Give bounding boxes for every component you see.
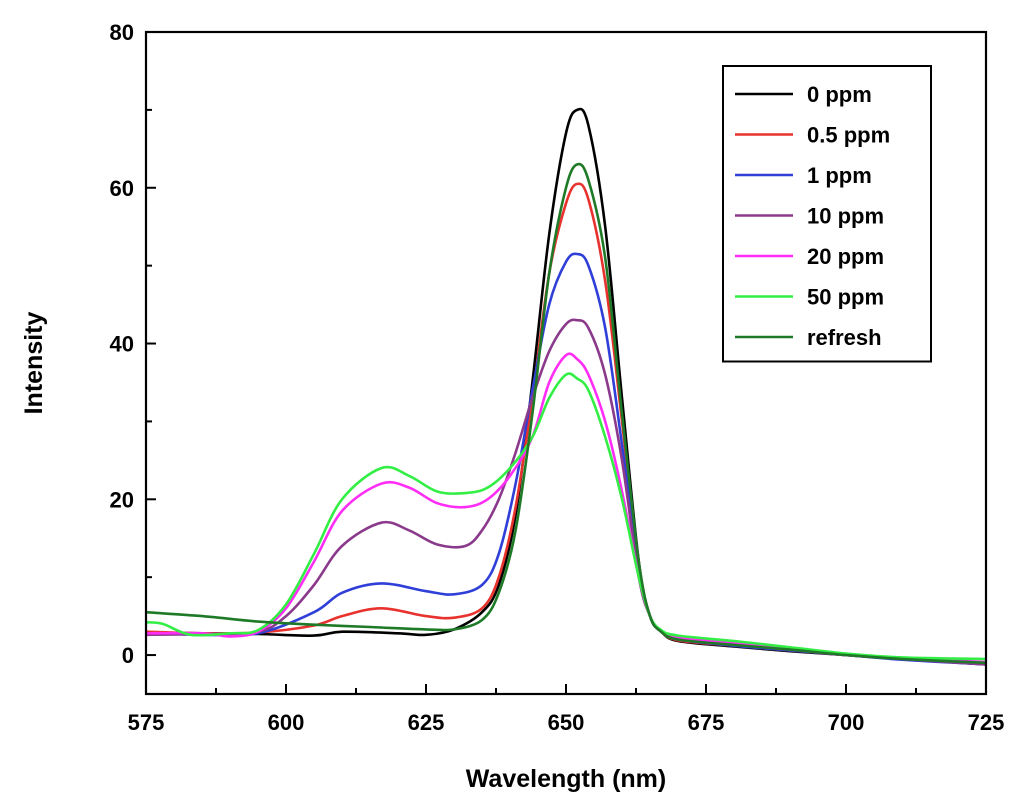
y-tick-label: 20 [110, 487, 134, 512]
y-tick-label: 40 [110, 332, 134, 357]
tick-labels: 575 600 625 650 675 700 725 0 20 40 60 80 [110, 20, 1005, 735]
x-tick-label: 675 [688, 710, 725, 735]
x-tick-label: 600 [268, 710, 305, 735]
legend-label: refresh [807, 325, 882, 350]
x-tick-label: 575 [128, 710, 165, 735]
y-axis-title: Intensity [20, 312, 48, 415]
y-tick-label: 0 [122, 643, 134, 668]
legend-label: 0.5 ppm [807, 123, 890, 148]
series-line [145, 372, 987, 661]
legend-label: 20 ppm [807, 244, 884, 269]
plot-lines [145, 107, 987, 666]
series-line [145, 162, 987, 665]
legend-label: 10 ppm [807, 204, 884, 229]
y-tick-label: 80 [110, 20, 134, 45]
x-tick-label: 725 [968, 710, 1005, 735]
x-tick-label: 650 [548, 710, 585, 735]
legend-label: 1 ppm [807, 163, 872, 188]
x-tick-label: 625 [408, 710, 445, 735]
x-tick-label: 700 [828, 710, 865, 735]
series-line [145, 352, 987, 664]
series-line [145, 318, 987, 666]
y-tick-label: 60 [110, 176, 134, 201]
x-axis-title: Wavelength (nm) [466, 765, 666, 793]
legend-box [722, 65, 932, 363]
axis-ticks [145, 31, 987, 694]
legend-label: 50 ppm [807, 285, 884, 310]
legend: 0 ppm 0.5 ppm 1 ppm 10 ppm 20 ppm 50 ppm refre… [722, 65, 932, 363]
legend-label: 0 ppm [807, 82, 872, 107]
